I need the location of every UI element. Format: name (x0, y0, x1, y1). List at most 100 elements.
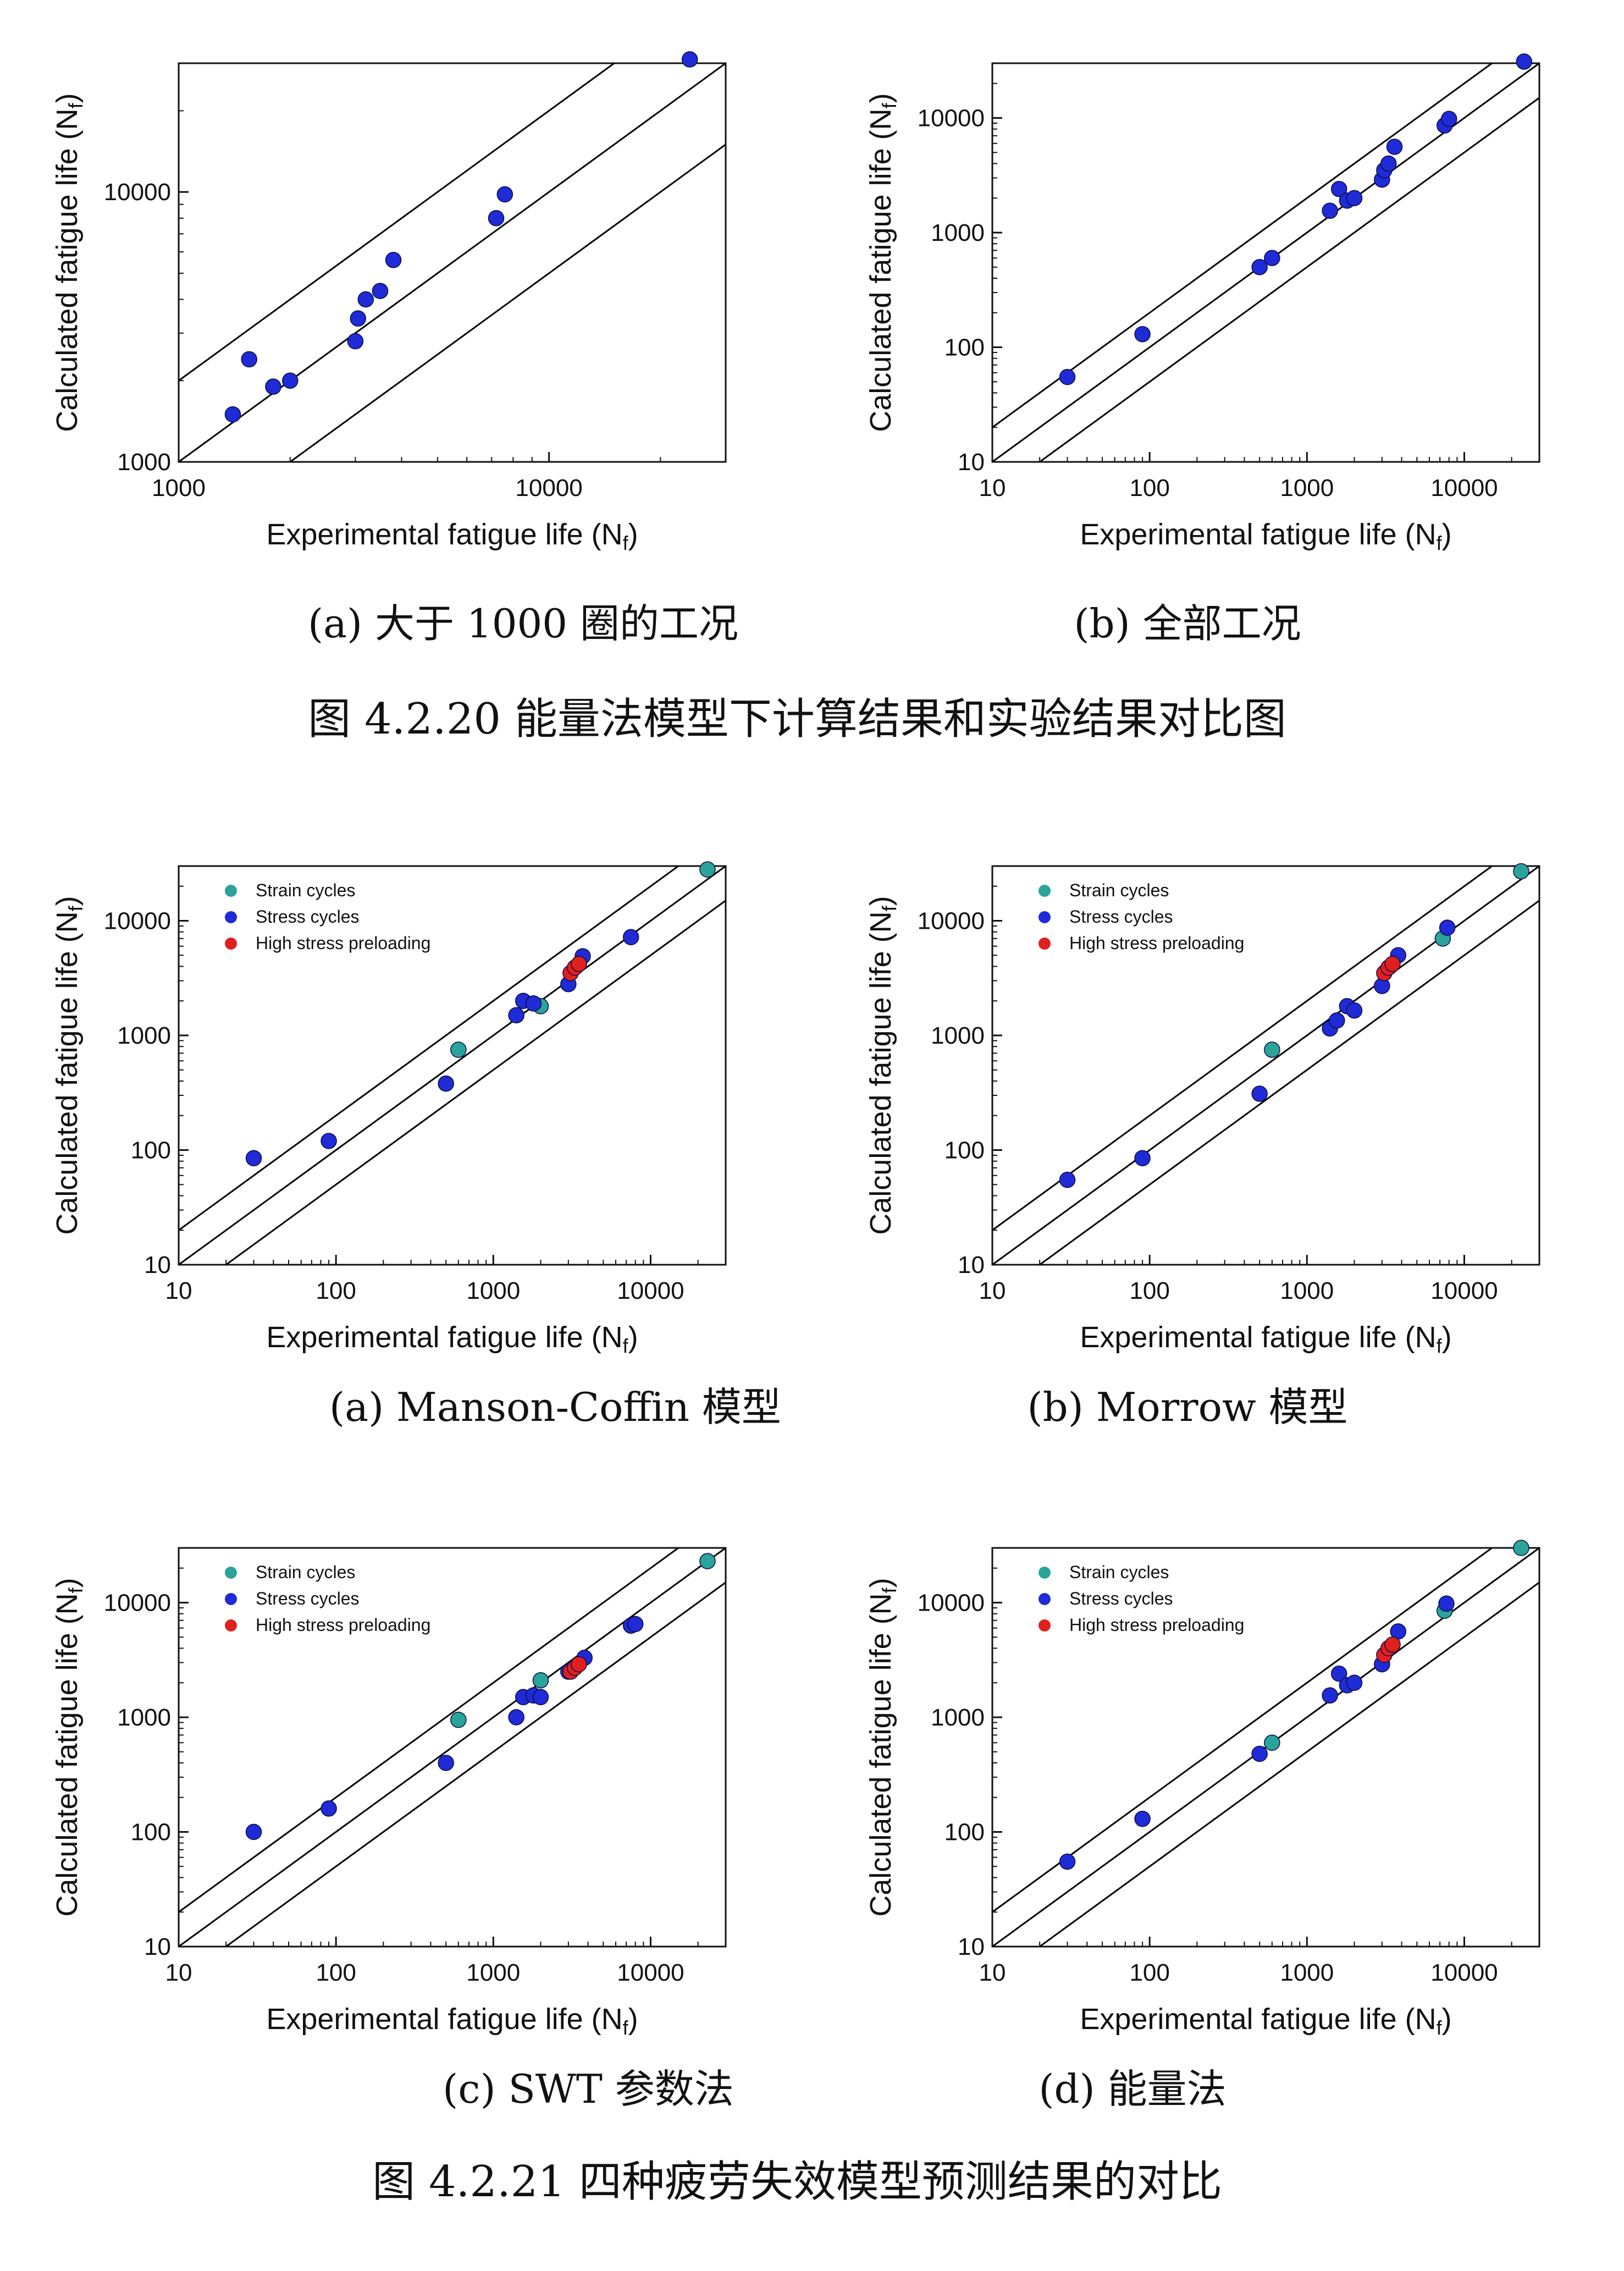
x-axis-label: Experimental fatigue life (Nf) (266, 2003, 638, 2039)
reference-line (179, 63, 616, 382)
data-point-stress (385, 252, 402, 268)
x-tick-label: 10 (165, 1959, 192, 1986)
legend: Strain cycles Stress cycles High stress pr… (225, 880, 430, 953)
legend-label-stress: Stress cycles (256, 1589, 359, 1608)
chart-svg: 10 100 1000 10000 10 100 1000 10000 Experimental… (864, 1540, 1540, 2039)
data-point-stress (1346, 1002, 1363, 1019)
data-point-stress (1386, 139, 1403, 155)
x-axis-label: Experimental fatigue life (Nf) (1080, 2003, 1451, 2039)
data-point-stress (224, 406, 241, 423)
legend-marker-stress (1039, 911, 1051, 923)
y-axis-label: Calculated fatigue life (Nf) (51, 93, 87, 432)
plot-frame (991, 1547, 1540, 1948)
legend-label-preload: High stress preloading (1069, 933, 1244, 953)
data-point-preload (1384, 1636, 1401, 1653)
legend-marker-strain (225, 1567, 237, 1579)
y-tick-label: 10000 (104, 179, 171, 206)
y-tick-label: 10 (958, 1252, 985, 1278)
chart-svg: 10 100 1000 10000 10 100 1000 10000 Experimental… (864, 53, 1540, 554)
x-tick-label: 100 (1129, 1277, 1169, 1304)
y-tick-label: 100 (944, 1818, 985, 1845)
chart-svg: 10 100 1000 10000 10 100 1000 10000 Experimental… (51, 1547, 727, 2039)
chart-svg: 10 100 1000 10000 10 100 1000 10000 Experimental… (51, 861, 727, 1357)
data-points (1059, 53, 1533, 385)
x-tick-label: 100 (1129, 475, 1169, 501)
legend-label-stress: Stress cycles (1069, 1589, 1173, 1608)
reference-lines (992, 866, 1539, 1265)
x-tick-label: 1000 (1280, 1277, 1334, 1304)
legend-marker-preload (1039, 938, 1051, 950)
legend-label-preload: High stress preloading (1069, 1615, 1244, 1635)
x-tick-label: 100 (316, 1959, 356, 1986)
data-point-strain (1513, 863, 1529, 880)
data-point-stress (1134, 1810, 1151, 1827)
legend-label-strain: Strain cycles (1069, 880, 1169, 900)
data-point-stress (1330, 1665, 1347, 1682)
data-point-strain (1264, 1734, 1280, 1751)
data-point-stress (627, 1616, 644, 1633)
data-point-stress (282, 372, 299, 389)
chart-4-2-21d: 10 100 1000 10000 10 100 1000 10000 Experimental… (814, 1507, 1594, 2062)
x-tick-label: 10000 (515, 475, 582, 501)
data-point-strain (1264, 1041, 1280, 1058)
plot-frame (178, 62, 727, 463)
data-point-stress (438, 1755, 454, 1771)
y-axis-label: Calculated fatigue life (Nf) (864, 896, 901, 1234)
data-point-stress (347, 333, 364, 350)
data-point-stress (1264, 250, 1280, 266)
reference-line (1038, 900, 1539, 1265)
chart-svg: 1000 10000 1000 10000 Experimental fatigue l… (51, 51, 727, 554)
data-point-preload (571, 1656, 587, 1673)
data-point-strain (450, 1041, 467, 1058)
data-point-stress (1346, 1674, 1363, 1691)
reference-line (224, 900, 726, 1265)
data-point-stress (532, 1689, 549, 1706)
legend-label-stress: Stress cycles (1069, 907, 1173, 927)
legend-marker-preload (225, 938, 237, 950)
data-point-stress (1059, 1853, 1076, 1870)
data-point-stress (488, 210, 505, 227)
y-tick-label: 1000 (931, 1704, 985, 1731)
data-point-strain (450, 1711, 467, 1728)
reference-line (179, 63, 726, 462)
subcaption-4-2-21c: (c) SWT 参数法 (443, 2066, 734, 2112)
x-tick-label: 1000 (1280, 1959, 1334, 1986)
chart-4-2-21b: 10 100 1000 10000 10 100 1000 10000 Experimental… (814, 825, 1594, 1380)
y-tick-label: 100 (131, 1137, 171, 1164)
data-point-stress (508, 1709, 524, 1726)
data-point-stress (245, 1150, 262, 1166)
data-point-stress (1329, 1012, 1345, 1029)
reference-lines (179, 866, 726, 1265)
plot-frame (178, 865, 727, 1266)
y-tick-label: 10000 (104, 1589, 171, 1616)
data-point-stress (245, 1823, 262, 1840)
x-tick-label: 1000 (152, 475, 206, 501)
y-tick-label: 100 (131, 1818, 171, 1845)
subcaption-4-2-21a: (a) Manson-Coffin 模型 (329, 1384, 781, 1430)
y-tick-label: 1000 (117, 1704, 171, 1731)
x-axis-label: Experimental fatigue life (Nf) (266, 1321, 638, 1357)
y-axis-label: Calculated fatigue life (Nf) (51, 1578, 87, 1916)
legend-marker-stress (1039, 1593, 1051, 1605)
data-point-preload (571, 956, 587, 972)
y-tick-label: 10 (958, 449, 985, 476)
data-point-stress (1439, 919, 1456, 936)
x-tick-label: 10 (165, 1277, 192, 1304)
data-points (224, 51, 698, 423)
reference-lines (179, 63, 726, 462)
y-tick-label: 1000 (117, 449, 171, 476)
subcaption-4-2-21b: (b) Morrow 模型 (1027, 1384, 1348, 1430)
data-point-stress (1251, 1085, 1268, 1102)
x-tick-label: 100 (1129, 1959, 1169, 1986)
data-points (245, 861, 716, 1166)
data-point-stress (1251, 1745, 1268, 1762)
y-tick-label: 10000 (918, 104, 985, 131)
data-point-stress (1322, 202, 1338, 219)
data-point-stress (265, 378, 281, 395)
data-point-stress (496, 186, 513, 203)
data-point-stress (1516, 53, 1533, 70)
reference-lines (179, 1548, 726, 1947)
reference-line (224, 1581, 726, 1947)
legend-label-strain: Strain cycles (256, 880, 355, 900)
legend-marker-strain (225, 885, 237, 897)
